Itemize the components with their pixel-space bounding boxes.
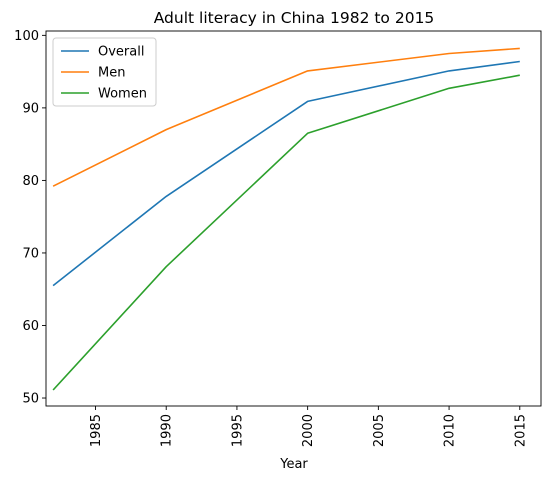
- x-tick-label: 2010: [443, 414, 458, 447]
- plot-frame: [45, 30, 542, 407]
- series-line-women: [52, 74, 520, 391]
- x-tick-label: 2000: [301, 414, 316, 447]
- y-tick-label: 70: [22, 246, 39, 261]
- x-tick-label: 1985: [89, 414, 104, 447]
- y-tick-label: 100: [14, 29, 39, 44]
- x-tick-label: 1995: [230, 414, 245, 447]
- x-axis-label: Year: [279, 457, 308, 472]
- plot-area: 50 60 70 80 90 100 1985 1990 1995 2000 2005 2010 201…: [14, 29, 542, 447]
- x-tick-label: 1990: [160, 414, 175, 447]
- legend-label-overall: Overall: [98, 45, 144, 60]
- series-line-overall: [52, 60, 520, 287]
- y-tick-label: 50: [22, 392, 39, 407]
- legend-label-women: Women: [98, 87, 147, 102]
- legend-box: [52, 37, 157, 107]
- y-tick-label: 60: [22, 319, 39, 334]
- chart-title: Adult literacy in China 1982 to 2015: [154, 9, 435, 27]
- x-tick-label: 2005: [372, 414, 387, 447]
- x-tick-label: 2015: [513, 414, 528, 447]
- series-line-men: [52, 47, 520, 187]
- y-tick-label: 90: [22, 101, 39, 116]
- legend-label-men: Men: [98, 66, 125, 81]
- y-tick-label: 80: [22, 174, 39, 189]
